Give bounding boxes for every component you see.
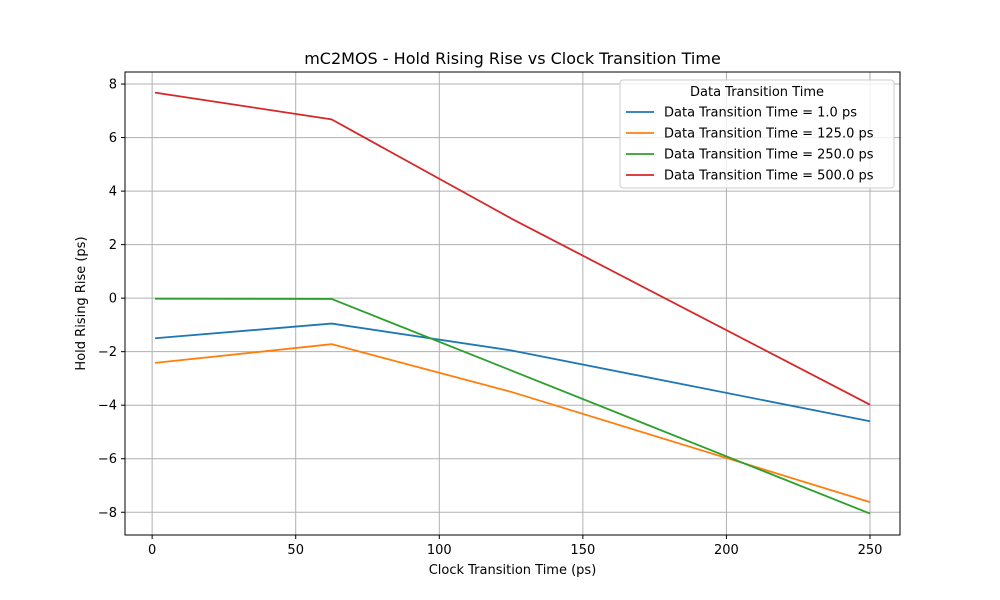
y-tick-label: 4 [109,185,117,200]
legend-entry-label: Data Transition Time = 125.0 ps [664,127,874,142]
chart-title: mC2MOS - Hold Rising Rise vs Clock Trans… [304,49,721,68]
series-line [154,91,871,406]
legend-entry-label: Data Transition Time = 250.0 ps [664,148,874,163]
legend-entry-label: Data Transition Time = 1.0 ps [664,106,857,121]
x-tick-label: 50 [287,543,304,558]
legend-entries: Data Transition Time = 1.0 ps Data Transi… [626,106,874,184]
x-tick-label: 100 [427,543,452,558]
series-lines [154,91,871,515]
plot-frame [124,71,901,536]
x-tick-label: 150 [570,543,595,558]
x-tick-label: 250 [858,543,883,558]
y-tick-label: 6 [109,131,117,146]
x-tick-label: 0 [148,543,156,558]
y-tick-label: −8 [98,506,117,521]
series-line [155,297,871,515]
legend-box [619,79,895,189]
y-tick-label: 8 [109,78,117,93]
y-axis-label: Hold Rising Rise (ps) [74,236,89,370]
legend: Data Transition Time Data Transition Tim… [619,79,895,189]
y-tick-label: −2 [98,345,117,360]
series-line [154,343,871,503]
series-line [154,322,871,423]
x-axis-ticks: 0 50 100 150 200 250 [148,535,882,558]
y-tick-label: 2 [109,238,117,253]
y-tick-label: 0 [109,292,117,307]
legend-title: Data Transition Time [690,85,824,100]
x-axis-label: Clock Transition Time (ps) [429,563,597,578]
y-axis-ticks: −8 −6 −4 −2 0 2 4 6 8 [98,78,125,521]
y-tick-label: −4 [98,399,117,414]
legend-entry-label: Data Transition Time = 500.0 ps [664,169,874,184]
grid-lines [125,72,900,535]
y-tick-label: −6 [98,452,117,467]
x-tick-label: 200 [714,543,739,558]
